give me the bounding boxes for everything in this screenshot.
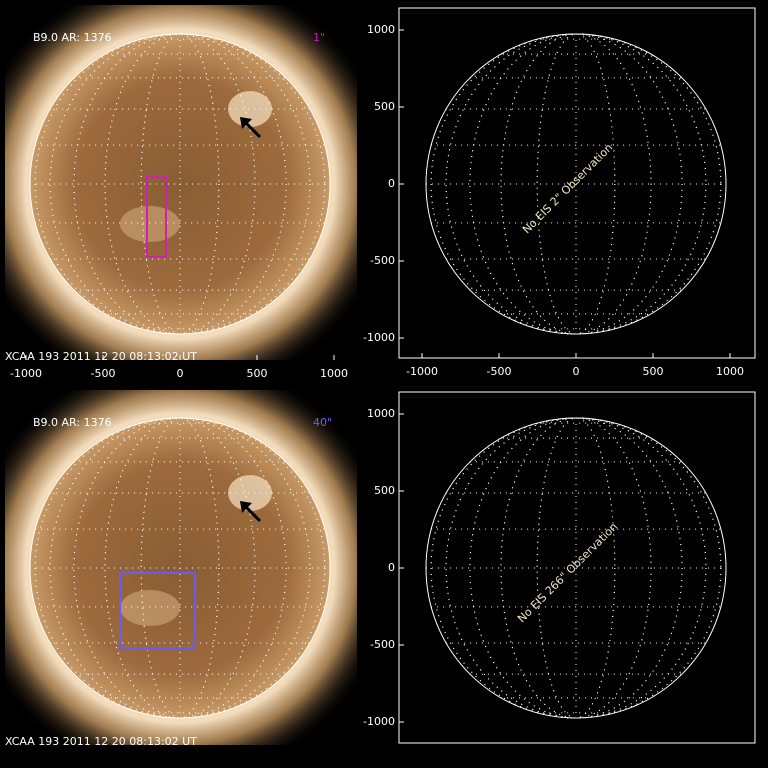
x-tick-label: 500: [247, 367, 268, 380]
meridian: [73, 33, 287, 335]
arrow-head: [240, 117, 252, 129]
active-region: [228, 475, 272, 511]
frame: [398, 7, 756, 359]
slit-label: 1": [313, 31, 325, 44]
label: B9.0 AR: 1376: [33, 416, 112, 429]
meridian: [469, 33, 683, 335]
y-tick-label: -500: [370, 638, 395, 651]
arrow-head: [240, 501, 252, 513]
x-tick-label: 0: [573, 365, 580, 378]
footer: XCAA 193 2011 12 20 08:13:02 UT: [5, 735, 197, 748]
meridian: [536, 33, 616, 335]
x-tick-label: -1000: [406, 365, 438, 378]
limb: [425, 417, 727, 719]
meridian: [500, 33, 652, 335]
sun-image: [5, 5, 357, 360]
x-tick-label: -500: [487, 365, 512, 378]
y-tick-label: -500: [370, 254, 395, 267]
arrow: [243, 504, 262, 523]
meridian: [469, 417, 683, 719]
y-tick-label: 500: [374, 100, 395, 113]
meridian: [73, 417, 287, 719]
y-tick-label: -1000: [363, 331, 395, 344]
x-tick-label: 1000: [320, 367, 348, 380]
meridian: [500, 417, 652, 719]
raster-box: [119, 572, 196, 650]
y-tick-label: 0: [388, 561, 395, 574]
y-tick-label: -1000: [363, 715, 395, 728]
y-tick-label: 500: [374, 484, 395, 497]
label: B9.0 AR: 1376: [33, 31, 112, 44]
x-tick-label: 0: [177, 367, 184, 380]
sun-image: [5, 390, 357, 745]
meridian: [140, 417, 220, 719]
x-tick-label: 1000: [716, 365, 744, 378]
x-tick-label: -1000: [10, 367, 42, 380]
active-region: [228, 91, 272, 127]
meridian: [536, 417, 616, 719]
limb: [29, 417, 331, 719]
slit-label: 40": [313, 416, 332, 429]
bright-region: [120, 590, 180, 626]
x-tick-label: 500: [643, 365, 664, 378]
y-tick-label: 1000: [367, 23, 395, 36]
x-tick-label: -500: [91, 367, 116, 380]
meridian: [104, 417, 256, 719]
meridian: [104, 33, 256, 335]
meridian: [140, 33, 220, 335]
arrow: [243, 120, 262, 139]
slit-box: [146, 176, 167, 258]
limb: [425, 33, 727, 335]
footer: XCAA 193 2011 12 20 08:13:02 UT: [5, 350, 197, 363]
panel: B9.0 AR: 1376 40" XCAA 193 2011 12 20 08:1…: [5, 390, 357, 748]
panel: B9.0 AR: 1376 1" XCAA 193 2011 12 20 08:13…: [5, 5, 357, 380]
limb: [29, 33, 331, 335]
bright-region: [120, 206, 180, 242]
y-tick-label: 0: [388, 177, 395, 190]
y-tick-label: 1000: [367, 407, 395, 420]
